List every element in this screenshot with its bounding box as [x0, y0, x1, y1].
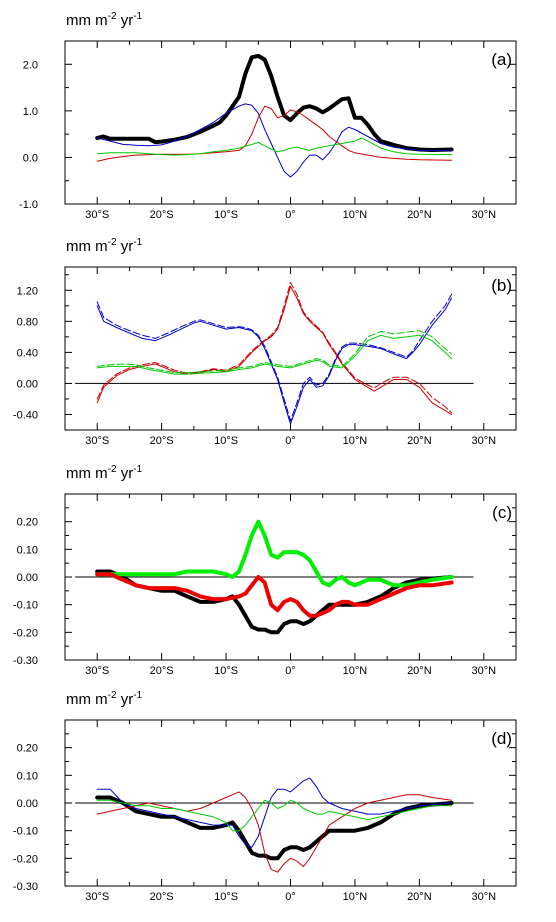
y-tick-label: 0.10 [17, 770, 38, 782]
series-line-1 [96, 777, 453, 848]
panel-a: mm m-2 yr-1 30°S 20°S 10°S 0° 10°N 20°N 30°N -1.… [19, 11, 517, 221]
y-tick-label: 0.10 [17, 544, 38, 556]
x-tick-label: 0° [285, 665, 296, 677]
y-tick-label: 0.00 [17, 572, 38, 584]
x-tick-label: 20°N [407, 209, 432, 221]
series-line-3 [96, 137, 453, 156]
series-line-3 [96, 799, 453, 832]
y-tick-label: 0.40 [17, 347, 38, 359]
panel-tag: (d) [491, 729, 512, 748]
x-tick-label: 20°S [150, 435, 174, 447]
x-tick-label: 10°N [343, 891, 368, 903]
x-tick-label: 30°S [85, 435, 109, 447]
panel-b: mm m-2 yr-1 30°S 20°S 10°S 0° 10°N 20°N 30°N -0.… [13, 237, 517, 447]
x-tick-label: 30°N [471, 209, 496, 221]
series-line-2 [95, 572, 454, 618]
y-tick-label: -0.20 [13, 627, 38, 639]
x-tick-label: 0° [285, 209, 296, 221]
x-tick-label: 30°S [85, 665, 109, 677]
y-tick-label: 0.0 [23, 152, 38, 164]
series-group [95, 519, 454, 635]
y-tick-label: 0.20 [17, 743, 38, 755]
y-tick-label: 0.80 [17, 316, 38, 328]
y-tick-label: -1.0 [19, 199, 38, 211]
panel-tag: (c) [492, 503, 512, 522]
y-tick-label: 0.00 [17, 798, 38, 810]
y-tick-label: 1.20 [17, 285, 38, 297]
panel-tag: (b) [491, 276, 512, 295]
y-tick-label: 1.0 [23, 106, 38, 118]
panel-d: mm m-2 yr-1 30°S 20°S 10°S 0° 10°N 20°N 30°N -0.… [13, 690, 517, 903]
x-tick-label: 10°S [214, 665, 238, 677]
units-label: mm m-2 yr-1 [66, 237, 143, 255]
x-tick-label: 20°N [407, 665, 432, 677]
x-tick-label: 10°N [343, 665, 368, 677]
series-group [95, 53, 454, 178]
series-line-1 [95, 519, 454, 588]
x-tick-label: 10°N [343, 209, 368, 221]
units-label: mm m-2 yr-1 [66, 11, 143, 29]
series-line-5 [96, 330, 453, 374]
panels: mm m-2 yr-1 30°S 20°S 10°S 0° 10°N 20°N 30°N -1.… [13, 11, 517, 903]
series-group [96, 282, 453, 425]
series-line-1 [96, 293, 453, 422]
x-tick-label: 30°S [85, 891, 109, 903]
series-line-0 [96, 297, 453, 425]
y-tick-label: -0.20 [13, 853, 38, 865]
plot-frame [64, 266, 517, 431]
series-line-4 [96, 334, 453, 375]
x-tick-label: 10°S [214, 209, 238, 221]
y-tick-label: -0.40 [13, 409, 38, 421]
plot-frame [64, 40, 517, 205]
series-line-3 [96, 282, 453, 414]
series-line-2 [96, 285, 453, 415]
x-tick-label: 30°S [85, 209, 109, 221]
y-tick-label: 0.00 [17, 378, 38, 390]
x-tick-label: 20°N [407, 891, 432, 903]
x-tick-label: 30°N [471, 891, 496, 903]
x-tick-label: 30°N [471, 665, 496, 677]
panel-tag: (a) [491, 50, 512, 69]
series-line-1 [96, 103, 453, 178]
series-line-0 [95, 53, 454, 152]
y-tick-label: 2.0 [23, 59, 38, 71]
x-tick-label: 10°N [343, 435, 368, 447]
y-tick-label: -0.30 [13, 655, 38, 667]
x-tick-label: 20°N [407, 435, 432, 447]
x-tick-label: 30°N [471, 435, 496, 447]
y-tick-label: 0.20 [17, 517, 38, 529]
x-tick-label: 20°S [150, 665, 174, 677]
y-tick-label: -0.10 [13, 600, 38, 612]
y-tick-label: -0.30 [13, 881, 38, 893]
series-line-2 [96, 105, 453, 162]
units-label: mm m-2 yr-1 [66, 464, 143, 482]
y-tick-label: -0.10 [13, 826, 38, 838]
series-line-0 [95, 795, 454, 861]
series-line-0 [95, 569, 454, 635]
x-tick-label: 20°S [150, 209, 174, 221]
x-tick-label: 0° [285, 891, 296, 903]
x-tick-label: 20°S [150, 891, 174, 903]
x-tick-label: 0° [285, 435, 296, 447]
x-tick-label: 10°S [214, 435, 238, 447]
series-group [95, 777, 454, 873]
panel-c: mm m-2 yr-1 30°S 20°S 10°S 0° 10°N 20°N 30°N -0.… [13, 464, 517, 677]
units-label: mm m-2 yr-1 [66, 690, 143, 708]
x-tick-label: 10°S [214, 891, 238, 903]
